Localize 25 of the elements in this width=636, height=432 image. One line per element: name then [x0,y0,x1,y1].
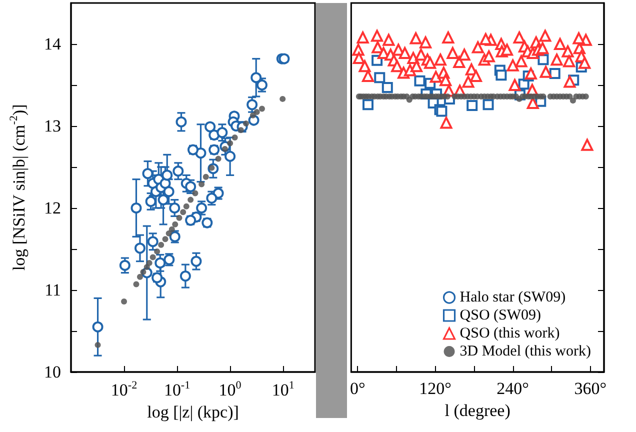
x-tick-label: 360° [574,379,607,398]
legend-label: QSO (this work) [460,326,560,342]
point [374,72,386,84]
point [549,68,560,80]
point [466,100,478,111]
x-tick-label: 240° [496,379,529,398]
x-axis-title: log [|z| (kpc)] [147,402,239,422]
point [414,75,426,86]
point [382,82,393,93]
x-tick-label: 120° [419,379,452,398]
legend-label: 3D Model (this work) [460,344,592,360]
point [362,99,374,110]
y-tick-label: 12 [44,198,61,218]
x-axis-title: l (degree) [444,400,510,420]
legend-label: QSO (SW09) [460,308,542,324]
y-tick-label: 10 [44,362,61,382]
legend-label: Halo star (SW09) [460,290,566,306]
x-tick-label: 0° [350,379,366,398]
y-tick-label: 13 [44,116,61,136]
point [538,54,549,66]
y-axis-title: log [NSiIV sin|b| (cm-2)] [8,104,28,271]
point [496,70,507,81]
y-tick-label: 11 [44,280,61,300]
point [482,99,494,110]
y-tick-label: 14 [44,34,62,54]
